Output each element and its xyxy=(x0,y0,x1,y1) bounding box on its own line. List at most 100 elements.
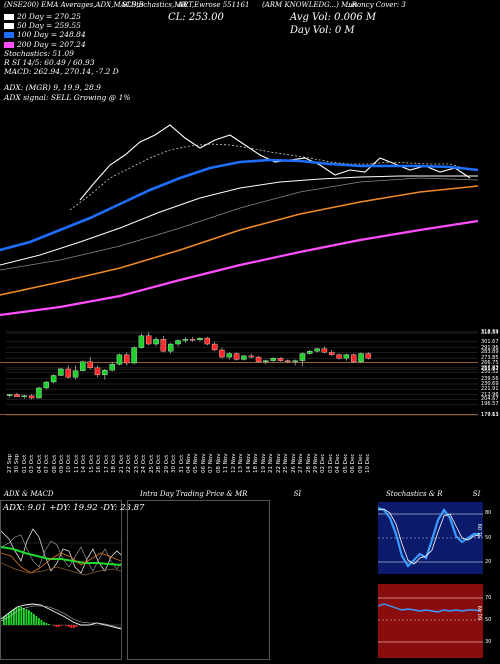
date-axis-label: 11 Oct xyxy=(73,454,80,473)
date-axis-label: 19 Nov xyxy=(260,453,267,473)
macd-bar xyxy=(30,612,33,625)
adx-readout: ADX: 9.01 +DY: 19.92 -DY: 23.87 xyxy=(3,503,145,513)
candle-body xyxy=(87,361,93,368)
legend-ema200: 200 Day = 207.24 xyxy=(4,40,130,49)
adx-macd-title: ADX & MACD xyxy=(4,490,54,498)
date-axis-label: 30 Sep xyxy=(14,453,21,473)
date-axis-label: 10 Dec xyxy=(365,453,372,473)
date-axis-label: 06 Dec xyxy=(350,453,357,473)
candle-body xyxy=(255,356,262,362)
date-axis-label: 05 Dec xyxy=(342,453,349,473)
macd-bar xyxy=(8,613,10,625)
candle-body xyxy=(292,360,298,362)
candle-body xyxy=(277,358,284,361)
stoch-title: Stochastics & R SI xyxy=(386,490,480,498)
date-axis-label: 27 Sep xyxy=(6,453,13,473)
macd-bar xyxy=(45,623,48,625)
price-axis-label: 221.91 xyxy=(481,386,499,393)
date-axis-label: 11 Nov xyxy=(223,453,230,473)
adx-macd-chart xyxy=(1,528,121,630)
ema-line xyxy=(0,219,479,317)
legend-ema20: 20 Day = 270.25 xyxy=(4,12,130,21)
price-axis-label: 250.52 xyxy=(481,369,499,376)
stoch-20-label: 20 xyxy=(485,559,491,565)
candle-body xyxy=(175,340,181,345)
day-volume-label: Day Vol: 0 M xyxy=(290,25,355,36)
candle-body xyxy=(167,343,174,352)
price-axis-label: 212.96 xyxy=(481,391,499,398)
stoch-50-label: 50 xyxy=(485,535,491,541)
ema-line xyxy=(0,175,478,266)
candle-body xyxy=(189,339,196,341)
price-axis-label: 266.75 xyxy=(481,359,499,366)
date-axis-label: 17 Oct xyxy=(103,454,110,473)
date-axis-label: 21 Oct xyxy=(118,454,125,473)
candle-body xyxy=(336,354,342,359)
adx-macd-panel: ADX: 9.01 +DY: 19.92 -DY: 23.87 xyxy=(0,500,144,660)
intraday-title-text: Intra Day Trading Price & MR xyxy=(140,490,248,498)
macd-bar xyxy=(43,622,45,625)
date-axis-label: 25 Nov xyxy=(283,453,290,473)
rsi-line xyxy=(377,603,481,613)
date-axis-label: 28 Nov xyxy=(305,453,312,473)
date-axis-label: 23 Oct xyxy=(133,454,140,473)
ema200-swatch xyxy=(4,41,14,48)
candle-body xyxy=(226,353,232,358)
date-axis-label: 29 Oct xyxy=(163,454,170,473)
macd-bar xyxy=(15,608,18,625)
stoch-80-label: 80 xyxy=(485,510,491,516)
macd-bar xyxy=(10,611,13,625)
date-axis-label: 05 Nov xyxy=(193,453,200,473)
header-company: (ARM KNOWLEDG...) Mun xyxy=(262,1,358,9)
candle-body xyxy=(329,352,335,355)
price-axis-label: 283.89 xyxy=(481,349,499,356)
candle-body xyxy=(58,368,64,376)
candle-body xyxy=(6,394,13,396)
rsi-value-label: 60.49 xyxy=(478,606,484,620)
date-axis-label: 16 Oct xyxy=(96,454,103,473)
candle-body xyxy=(116,354,123,365)
candle-body xyxy=(109,364,115,371)
ema-line xyxy=(79,124,471,201)
price-axis-label: 318.39 xyxy=(481,328,499,335)
legend-ema50: 50 Day = 259.55 xyxy=(4,21,130,30)
date-axis-label: 18 Oct xyxy=(111,454,118,473)
candle-body xyxy=(270,358,276,361)
ema-line xyxy=(0,177,479,271)
candle-body xyxy=(204,337,211,345)
candle-body xyxy=(21,395,28,398)
ema50-swatch xyxy=(4,23,14,30)
candle-body xyxy=(314,348,320,352)
date-axis-label: 28 Oct xyxy=(156,454,163,473)
candle-body xyxy=(343,354,350,359)
price-axis-label: 316.54 xyxy=(481,330,499,337)
macd-bar xyxy=(18,607,20,625)
header-indicators: SLStochastics,MR xyxy=(122,1,187,9)
adx-green-line xyxy=(1,546,121,566)
macd-bar xyxy=(25,609,28,625)
date-axis-label: 14 Nov xyxy=(245,453,252,473)
candle-body xyxy=(211,343,218,351)
date-axis-label: 02 Dec xyxy=(320,453,327,473)
candle-body xyxy=(50,375,57,383)
macd-bar xyxy=(3,617,5,625)
candle-body xyxy=(160,339,167,352)
candle-body xyxy=(102,369,108,376)
date-axis-label: 10 Oct xyxy=(66,454,73,473)
candle-body xyxy=(307,350,313,354)
macd-bar xyxy=(48,624,50,625)
macd-text: MACD: 262.94, 270.14, -7.2 D xyxy=(4,67,119,77)
candle-body xyxy=(219,349,225,358)
date-axis-label: 09 Oct xyxy=(59,454,66,473)
ema-lines xyxy=(0,124,479,317)
price-axis-label: 257.93 xyxy=(481,364,499,371)
date-axis-label: 30 Oct xyxy=(171,454,178,473)
stoch-value-label: 51.09 xyxy=(478,524,484,538)
ema200-label: 200 Day = 207.24 xyxy=(17,39,86,49)
rsi-50-label: 50 xyxy=(485,617,491,623)
date-axis-label: 29 Nov xyxy=(312,453,319,473)
stoch-fast-line xyxy=(377,506,480,568)
candle-body xyxy=(43,381,49,389)
macd-signal-line xyxy=(1,605,121,629)
candle-body xyxy=(124,354,130,364)
